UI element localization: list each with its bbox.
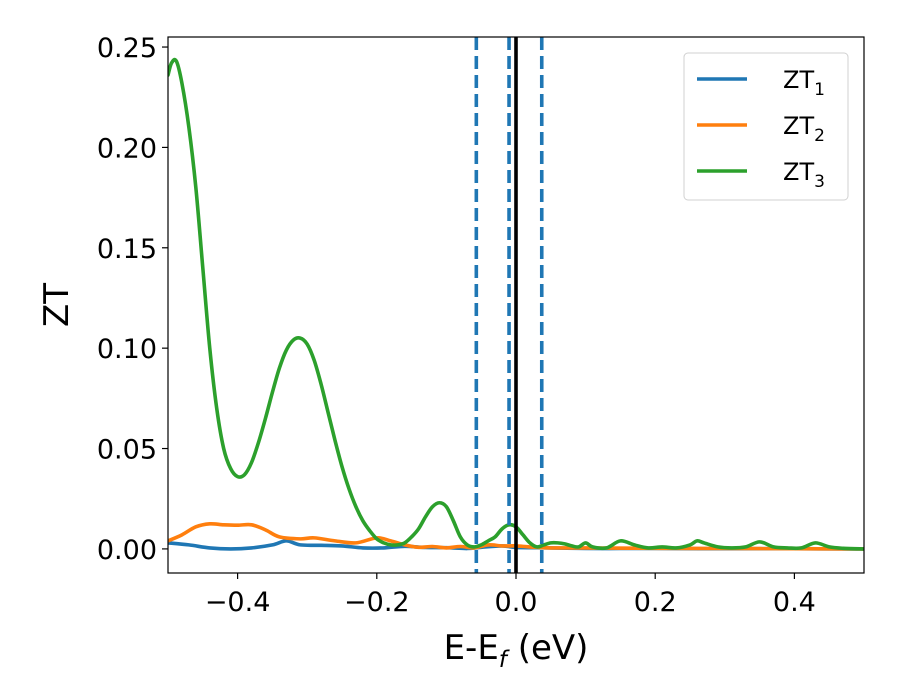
y-axis-title: ZT bbox=[37, 283, 77, 327]
series-lines-layer bbox=[168, 57, 864, 551]
y-tick-label: 0.00 bbox=[97, 535, 157, 566]
legend-label-zt3: ZT3 bbox=[783, 158, 825, 192]
reference-lines-layer bbox=[474, 37, 544, 573]
legend-label-zt2: ZT2 bbox=[783, 112, 825, 146]
x-tick-label: −0.2 bbox=[344, 587, 410, 618]
legend: ZT1 ZT2 ZT3 bbox=[683, 52, 849, 201]
legend-box bbox=[683, 52, 849, 201]
x-tick-label: 0.2 bbox=[634, 587, 677, 618]
x-tick-label: 0.4 bbox=[773, 587, 816, 618]
series-line-zt2 bbox=[168, 521, 864, 551]
legend-label-zt1: ZT1 bbox=[783, 66, 825, 100]
x-tick-label: −0.4 bbox=[205, 587, 271, 618]
x-axis-title: E-Ef (eV) bbox=[444, 628, 589, 673]
y-tick-label: 0.20 bbox=[97, 133, 157, 164]
y-tick-label: 0.15 bbox=[97, 234, 157, 265]
y-tick-label: 0.10 bbox=[97, 334, 157, 365]
series-line-zt3 bbox=[168, 57, 864, 551]
x-axis: −0.4 −0.2 0.0 0.2 0.4 bbox=[205, 573, 816, 618]
y-axis: 0.00 0.05 0.10 0.15 0.20 0.25 bbox=[97, 33, 168, 566]
x-tick-label: 0.0 bbox=[495, 587, 538, 618]
y-tick-label: 0.25 bbox=[97, 33, 157, 64]
y-tick-label: 0.05 bbox=[97, 435, 157, 466]
